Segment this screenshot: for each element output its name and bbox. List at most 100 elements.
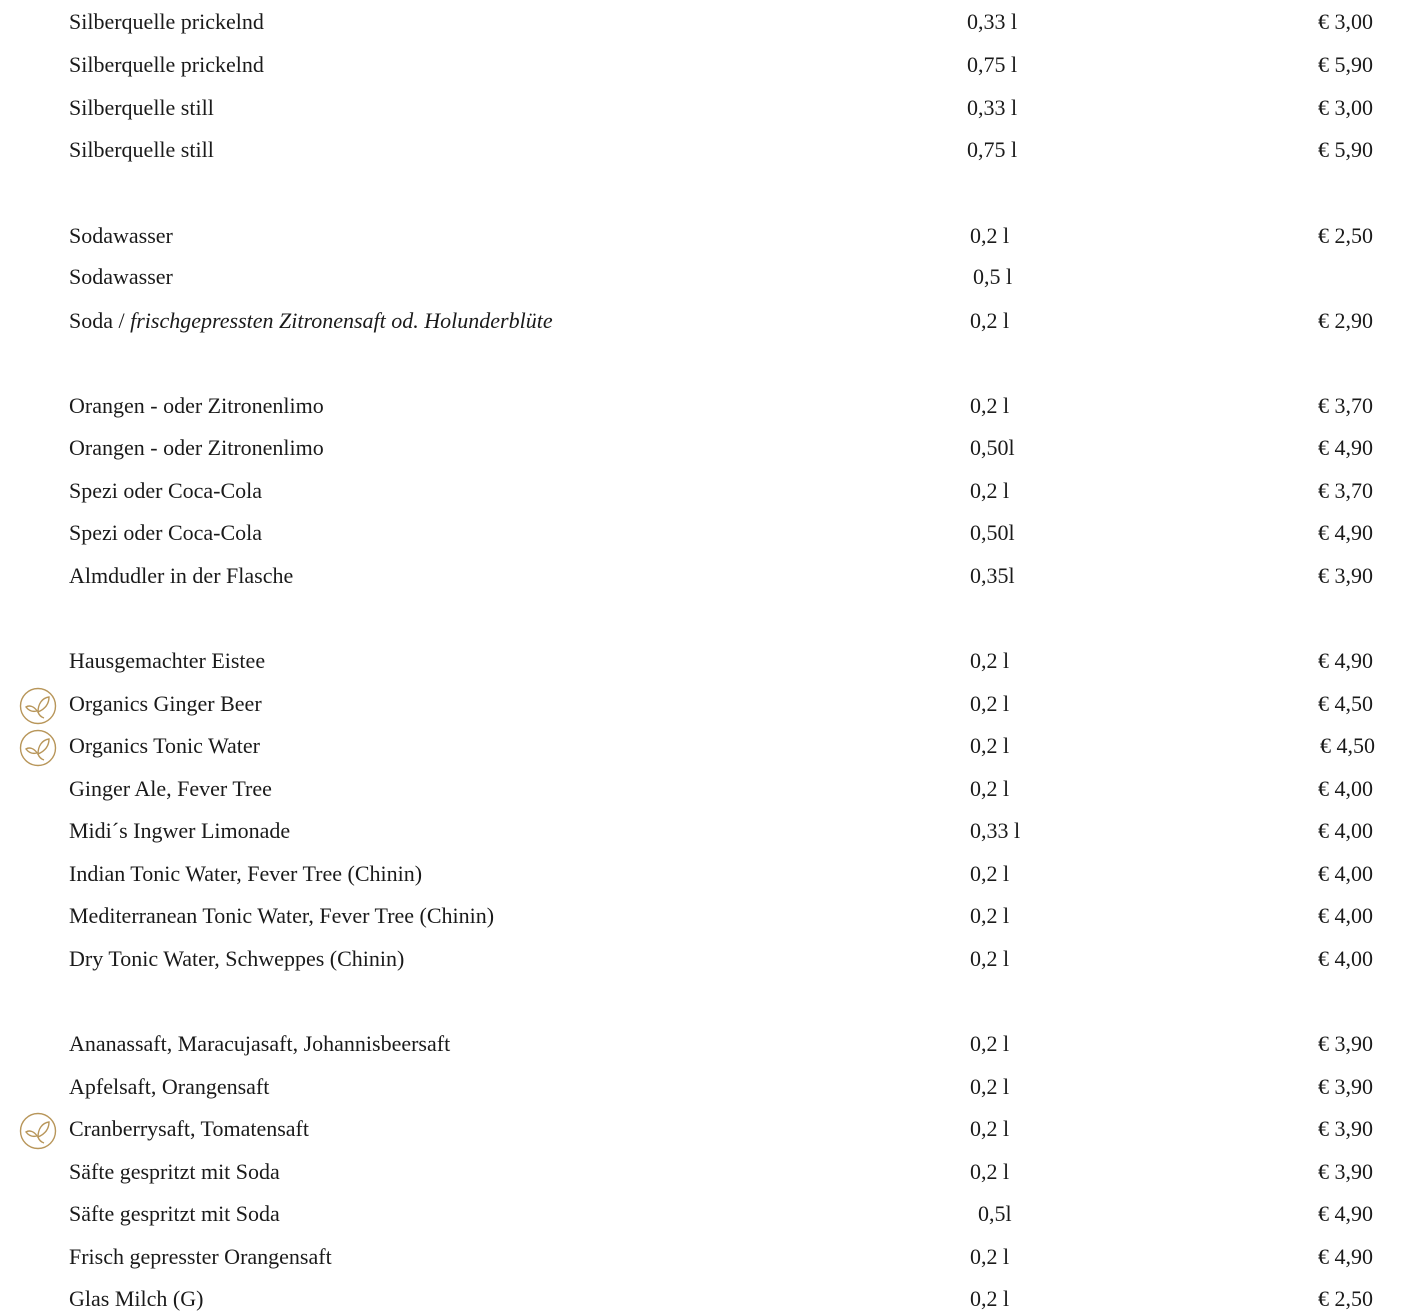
item-volume: 0,2 l: [970, 478, 1010, 503]
menu-item-row: Silberquelle still 0,75 l € 5,90: [0, 133, 1401, 167]
item-price: € 4,50: [1318, 691, 1373, 716]
item-name: Orangen - oder Zitronenlimo: [69, 389, 324, 423]
item-name-text: Indian Tonic Water, Fever Tree (Chinin): [69, 861, 423, 886]
item-volume: 0,2 l: [970, 861, 1010, 886]
menu-item-row: Hausgemachter Eistee 0,2 l € 4,90: [0, 644, 1401, 678]
menu-item-row: Cranberrysaft, Tomatensaft 0,2 l € 3,90: [0, 1112, 1401, 1150]
item-price: € 3,70: [1318, 393, 1373, 418]
item-name-text: Silberquelle still: [69, 95, 214, 120]
item-name-text: Cranberrysaft, Tomatensaft: [69, 1116, 309, 1141]
item-name-text: Sodawasser: [69, 223, 173, 248]
item-volume: 0,50l: [970, 435, 1015, 460]
item-name: Organics Tonic Water: [69, 729, 260, 763]
item-name-text: Spezi oder Coca-Cola: [69, 520, 263, 545]
item-volume: 0,35l: [970, 563, 1015, 588]
menu-item-row: Orangen - oder Zitronenlimo 0,50l € 4,90: [0, 431, 1401, 465]
menu-item-row: Apfelsaft, Orangensaft 0,2 l € 3,90: [0, 1070, 1401, 1104]
item-volume: 0,2 l: [970, 1286, 1010, 1311]
item-name: Ananassaft, Maracujasaft, Johannisbeersa…: [69, 1027, 450, 1061]
menu-item-row: Ananassaft, Maracujasaft, Johannisbeersa…: [0, 1027, 1401, 1061]
item-name-text: Apfelsaft, Orangensaft: [69, 1074, 270, 1099]
item-price: € 3,00: [1318, 95, 1373, 120]
item-volume: 0,2 l: [970, 393, 1010, 418]
menu-item-row: Mediterranean Tonic Water, Fever Tree (C…: [0, 899, 1401, 933]
item-price: € 2,90: [1318, 308, 1373, 333]
menu-item-row: Glas Milch (G) 0,2 l € 2,50: [0, 1282, 1401, 1316]
item-name: Sodawasser: [69, 219, 173, 253]
menu-item-row: Sodawasser 0,5 l: [0, 260, 1401, 294]
item-volume: 0,2 l: [970, 223, 1010, 248]
item-price: € 4,00: [1318, 776, 1373, 801]
item-name-text: Säfte gespritzt mit Soda: [69, 1159, 280, 1184]
item-name: Dry Tonic Water, Schweppes (Chinin): [69, 942, 404, 976]
item-name: Frisch gepresster Orangensaft: [69, 1240, 332, 1274]
menu-item-row: Midi´s Ingwer Limonade 0,33 l € 4,00: [0, 814, 1401, 848]
item-name-text: Ginger Ale, Fever Tree: [69, 776, 272, 801]
menu-item-row: Silberquelle prickelnd 0,33 l € 3,00: [0, 5, 1401, 39]
menu-item-row: Orangen - oder Zitronenlimo 0,2 l € 3,70: [0, 389, 1401, 423]
item-volume: 0,2 l: [970, 903, 1010, 928]
menu-item-row: Sodawasser 0,2 l € 2,50: [0, 219, 1401, 253]
item-name-text: Silberquelle prickelnd: [69, 52, 264, 77]
menu-item-row: Silberquelle prickelnd 0,75 l € 5,90: [0, 48, 1401, 82]
menu-item-row: Organics Tonic Water 0,2 l € 4,50: [0, 729, 1401, 767]
item-name: Indian Tonic Water, Fever Tree (Chinin): [69, 857, 422, 891]
menu-item-row: Frisch gepresster Orangensaft 0,2 l € 4,90: [0, 1240, 1401, 1274]
item-price: € 3,00: [1318, 9, 1373, 34]
item-name-text: Organics Tonic Water: [69, 733, 260, 758]
organic-leaf-icon: [19, 1112, 57, 1150]
item-price: € 4,90: [1318, 648, 1373, 673]
item-price: € 3,90: [1318, 1074, 1373, 1099]
item-name-text: Säfte gespritzt mit Soda: [69, 1201, 280, 1226]
menu-item-row: Organics Ginger Beer 0,2 l € 4,50: [0, 687, 1401, 725]
item-price: € 4,00: [1318, 861, 1373, 886]
item-price: € 4,90: [1318, 435, 1373, 460]
item-name-text: Glas Milch (G): [69, 1286, 204, 1311]
item-volume: 0,2 l: [970, 691, 1010, 716]
item-name: Apfelsaft, Orangensaft: [69, 1070, 269, 1104]
item-name-text: Soda /: [69, 308, 131, 333]
item-name: Sodawasser: [69, 260, 173, 294]
menu-item-row: Almdudler in der Flasche 0,35l € 3,90: [0, 559, 1401, 593]
item-name: Soda / frischgepressten Zitronensaft od.…: [69, 304, 553, 338]
menu-item-row: Säfte gespritzt mit Soda 0,2 l € 3,90: [0, 1155, 1401, 1189]
item-name-text: Ananassaft, Maracujasaft, Johannisbeersa…: [69, 1031, 451, 1056]
item-volume: 0,2 l: [970, 733, 1010, 758]
menu-item-row: Spezi oder Coca-Cola 0,2 l € 3,70: [0, 474, 1401, 508]
item-price: € 5,90: [1318, 137, 1373, 162]
item-volume: 0,75 l: [967, 137, 1018, 162]
item-volume: 0,33 l: [970, 818, 1021, 843]
item-name-text: Sodawasser: [69, 264, 173, 289]
menu-item-row: Soda / frischgepressten Zitronensaft od.…: [0, 304, 1401, 338]
item-name-text: Mediterranean Tonic Water, Fever Tree (C…: [69, 903, 495, 928]
item-name-text: Orangen - oder Zitronenlimo: [69, 393, 324, 418]
organic-leaf-icon: [19, 687, 57, 725]
item-volume: 0,33 l: [967, 9, 1018, 34]
menu-item-row: Indian Tonic Water, Fever Tree (Chinin) 0…: [0, 857, 1401, 891]
item-name-text: Silberquelle prickelnd: [69, 9, 264, 34]
item-price: € 3,90: [1318, 1031, 1373, 1056]
item-name-text: Almdudler in der Flasche: [69, 563, 294, 588]
item-name: Silberquelle still: [69, 133, 214, 167]
item-name: Mediterranean Tonic Water, Fever Tree (C…: [69, 899, 494, 933]
item-name: Orangen - oder Zitronenlimo: [69, 431, 324, 465]
item-name-text: Dry Tonic Water, Schweppes (Chinin): [69, 946, 405, 971]
item-name-text: Orangen - oder Zitronenlimo: [69, 435, 324, 460]
item-name: Spezi oder Coca-Cola: [69, 516, 262, 550]
item-volume: 0,2 l: [970, 1159, 1010, 1184]
item-name-text: Frisch gepresster Orangensaft: [69, 1244, 332, 1269]
item-name-text: Hausgemachter Eistee: [69, 648, 266, 673]
item-volume: 0,75 l: [967, 52, 1018, 77]
item-volume: 0,2 l: [970, 1116, 1010, 1141]
item-price: € 4,00: [1318, 818, 1373, 843]
item-volume: 0,50l: [970, 520, 1015, 545]
item-name-text: Organics Ginger Beer: [69, 691, 262, 716]
item-name-text: Spezi oder Coca-Cola: [69, 478, 263, 503]
menu-item-row: Dry Tonic Water, Schweppes (Chinin) 0,2 l…: [0, 942, 1401, 976]
menu-item-row: Säfte gespritzt mit Soda 0,5l € 4,90: [0, 1197, 1401, 1231]
item-name: Silberquelle prickelnd: [69, 5, 264, 39]
organic-leaf-icon: [19, 729, 57, 767]
item-volume: 0,2 l: [970, 776, 1010, 801]
menu-item-row: Ginger Ale, Fever Tree 0,2 l € 4,00: [0, 772, 1401, 806]
item-volume: 0,5 l: [973, 264, 1013, 289]
